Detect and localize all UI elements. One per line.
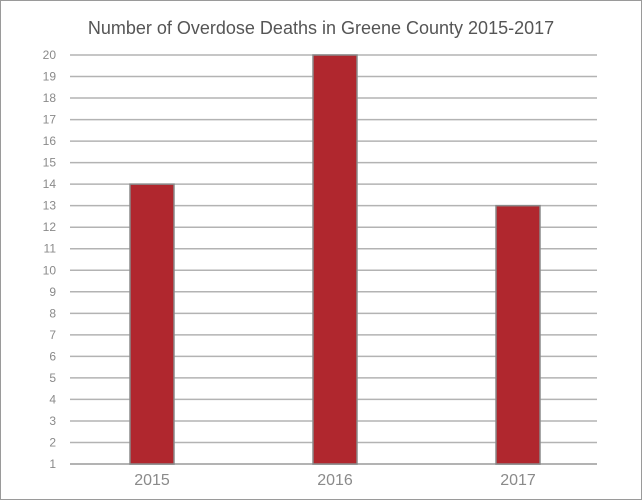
x-tick-label-2016: 2016 — [317, 472, 353, 489]
bar-2016 — [312, 54, 358, 465]
y-tick-label-19: 19 — [43, 70, 57, 84]
chart-title: Number of Overdose Deaths in Greene Coun… — [87, 18, 555, 38]
y-tick-label-5: 5 — [49, 371, 56, 385]
bar-2015 — [129, 183, 175, 465]
y-tick-label-12: 12 — [43, 220, 57, 234]
y-tick-label-1: 1 — [49, 457, 56, 471]
y-tick-label-11: 11 — [44, 242, 57, 256]
y-tick-label-13: 13 — [43, 199, 57, 213]
y-tick-label-3: 3 — [49, 414, 56, 428]
y-tick-label-2: 2 — [49, 435, 56, 449]
y-tick-label-8: 8 — [49, 306, 56, 320]
y-tick-label-15: 15 — [43, 156, 57, 170]
bar-2017 — [495, 204, 541, 465]
y-tick-label-17: 17 — [43, 113, 57, 127]
y-tick-label-16: 16 — [43, 134, 57, 148]
x-tick-label-2015: 2015 — [134, 472, 170, 489]
x-tick-label-2017: 2017 — [500, 472, 536, 489]
y-tick-label-9: 9 — [49, 285, 56, 299]
y-tick-label-10: 10 — [43, 263, 57, 277]
y-tick-label-6: 6 — [49, 349, 56, 363]
y-tick-label-20: 20 — [43, 48, 57, 62]
y-tick-label-7: 7 — [49, 328, 56, 342]
y-tick-label-4: 4 — [49, 392, 56, 406]
y-tick-label-18: 18 — [43, 91, 57, 105]
x-axis-ticks: 2015 2016 2017 — [134, 472, 536, 489]
bars — [129, 54, 541, 465]
y-tick-label-14: 14 — [43, 177, 57, 191]
